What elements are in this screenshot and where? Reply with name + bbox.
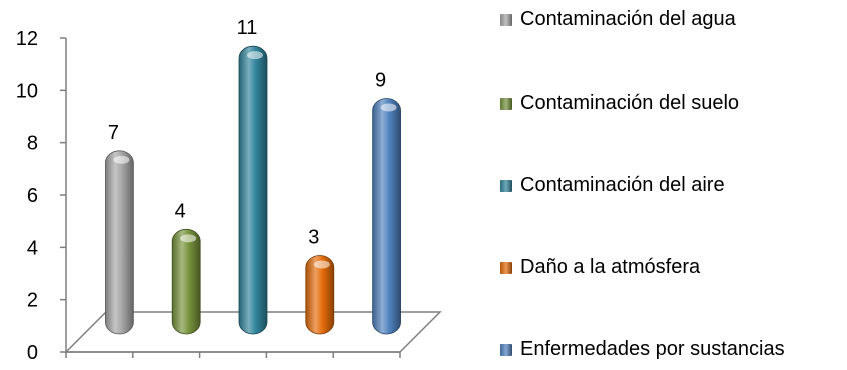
data-label: 9 [375,70,386,92]
data-label: 11 [237,17,258,39]
legend-swatch [500,179,512,192]
y-axis-ticks: 0 2 4 6 8 10 12 [16,28,66,364]
bar [238,45,268,335]
data-label: 7 [108,122,119,144]
legend-item: Contaminación del agua [500,8,736,31]
bar-body [105,150,134,335]
bar-body [305,255,335,335]
data-label: 3 [308,227,319,249]
legend-label: Contaminación del suelo [520,92,740,114]
bar [171,228,201,335]
y-tick-label: 0 [27,342,38,364]
legend-item: Contaminación del suelo [500,92,739,115]
legend-item: Daño a la atmósfera [500,256,700,279]
legend-swatch [500,13,512,26]
legend: Contaminación del agua Contaminación del … [500,0,847,370]
bar-highlight [313,260,330,269]
legend-label: Contaminación del aire [520,174,725,196]
data-label: 4 [175,200,186,222]
legend-item: Contaminación del aire [500,174,725,197]
legend-swatch [500,261,512,274]
y-tick-label: 12 [16,28,38,50]
y-tick-label: 6 [27,185,38,207]
legend-item: Enfermedades por sustancias [500,338,785,361]
bar-highlight [180,234,197,243]
y-tick-label: 10 [16,80,38,102]
bar-body [238,45,268,335]
bar-highlight [113,155,130,164]
y-tick-label: 4 [27,237,38,259]
x-axis-ticks [65,352,401,358]
legend-swatch [500,97,512,110]
legend-label: Contaminación del agua [520,8,736,30]
bar-chart: 0 2 4 6 8 10 12 7 4 11 3 9 [16,17,442,364]
legend-swatch [500,343,512,356]
data-labels: 7 4 11 3 9 [108,17,386,248]
bar [372,98,402,335]
bars [105,45,402,335]
y-tick-label: 8 [27,133,38,155]
y-tick-label: 2 [27,290,38,312]
bar-body [372,98,402,335]
bar-highlight [247,51,263,60]
bar [305,255,335,335]
legend-label: Daño a la atmósfera [520,256,701,278]
bar-highlight [380,103,397,112]
bar [105,150,134,335]
bar-body [171,228,201,335]
legend-label: Enfermedades por sustancias [520,338,785,360]
